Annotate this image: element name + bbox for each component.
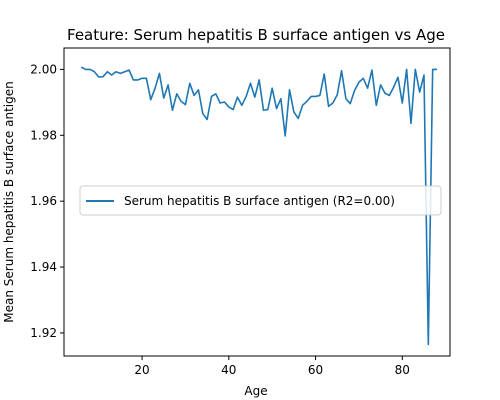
y-tick-label: 1.94 [30, 260, 57, 274]
x-tick-label: 20 [134, 363, 149, 377]
x-tick-label: 80 [395, 363, 410, 377]
legend-entry: Serum hepatitis B surface antigen (R2=0.… [124, 194, 395, 208]
y-axis-label: Mean Serum hepatitis B surface antigen [2, 81, 16, 322]
y-tick-label: 1.92 [30, 326, 57, 340]
x-tick-label: 60 [308, 363, 323, 377]
x-tick-label: 40 [221, 363, 236, 377]
y-tick-label: 1.98 [30, 128, 57, 142]
x-axis: 20 40 60 80 [134, 356, 410, 377]
plot-frame [63, 47, 451, 357]
x-axis-label: Age [244, 384, 267, 398]
series-line-0 [80, 66, 437, 346]
y-axis: 1.92 1.94 1.96 1.98 2.00 [30, 62, 64, 340]
plot-area [80, 66, 437, 346]
y-tick-label: 1.96 [30, 194, 57, 208]
chart-title: Feature: Serum hepatitis B surface antig… [67, 26, 445, 44]
y-tick-label: 2.00 [30, 62, 57, 76]
legend: Serum hepatitis B surface antigen (R2=0.… [79, 185, 442, 216]
legend-box [79, 185, 442, 216]
